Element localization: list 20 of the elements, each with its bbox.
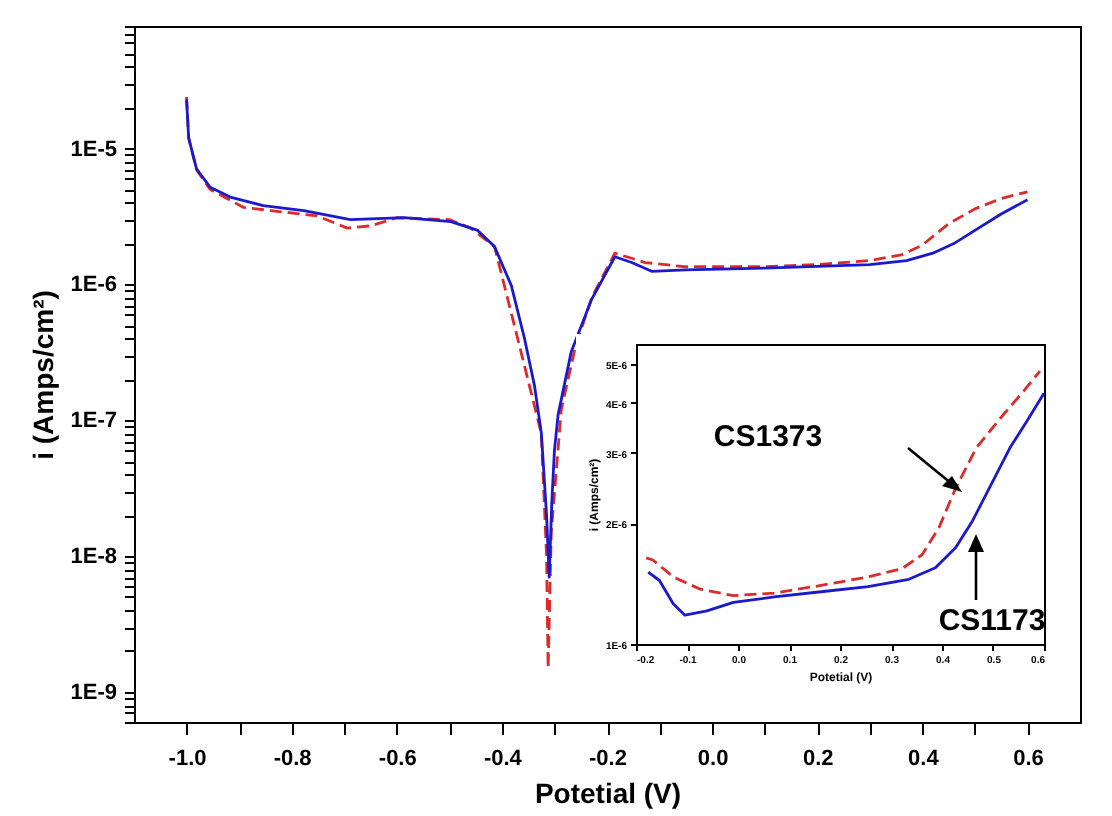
annotation: CS1173 <box>938 604 1046 638</box>
line-series <box>185 98 1029 579</box>
y-tick-label: 1E-5 <box>70 137 117 162</box>
x-tick-label: 0.0 <box>697 747 729 771</box>
y-axis-title: i (Amps/cm²) <box>26 290 59 460</box>
y-tick-label: 1E-9 <box>70 680 117 705</box>
annotation: CS1373 <box>713 420 823 454</box>
y-tick-label: 1E-8 <box>70 545 117 570</box>
x-axis-title: Potetial (V) <box>534 777 682 809</box>
y-tick-label: 1E-6 <box>70 273 117 298</box>
x-tick-label: 0.4 <box>908 747 941 771</box>
x-tick-label: -0.4 <box>483 747 524 771</box>
y-tick-label: 1E-7 <box>70 409 117 434</box>
x-tick-label: -0.2 <box>589 747 627 771</box>
x-tick-label: -1.0 <box>168 747 207 771</box>
x-tick-label: 0.6 <box>1013 747 1044 771</box>
line-series <box>644 369 1042 598</box>
x-tick-label: -0.6 <box>378 747 417 771</box>
x-tick-label: 0.2 <box>802 747 834 771</box>
x-tick-label: -0.8 <box>273 747 312 771</box>
